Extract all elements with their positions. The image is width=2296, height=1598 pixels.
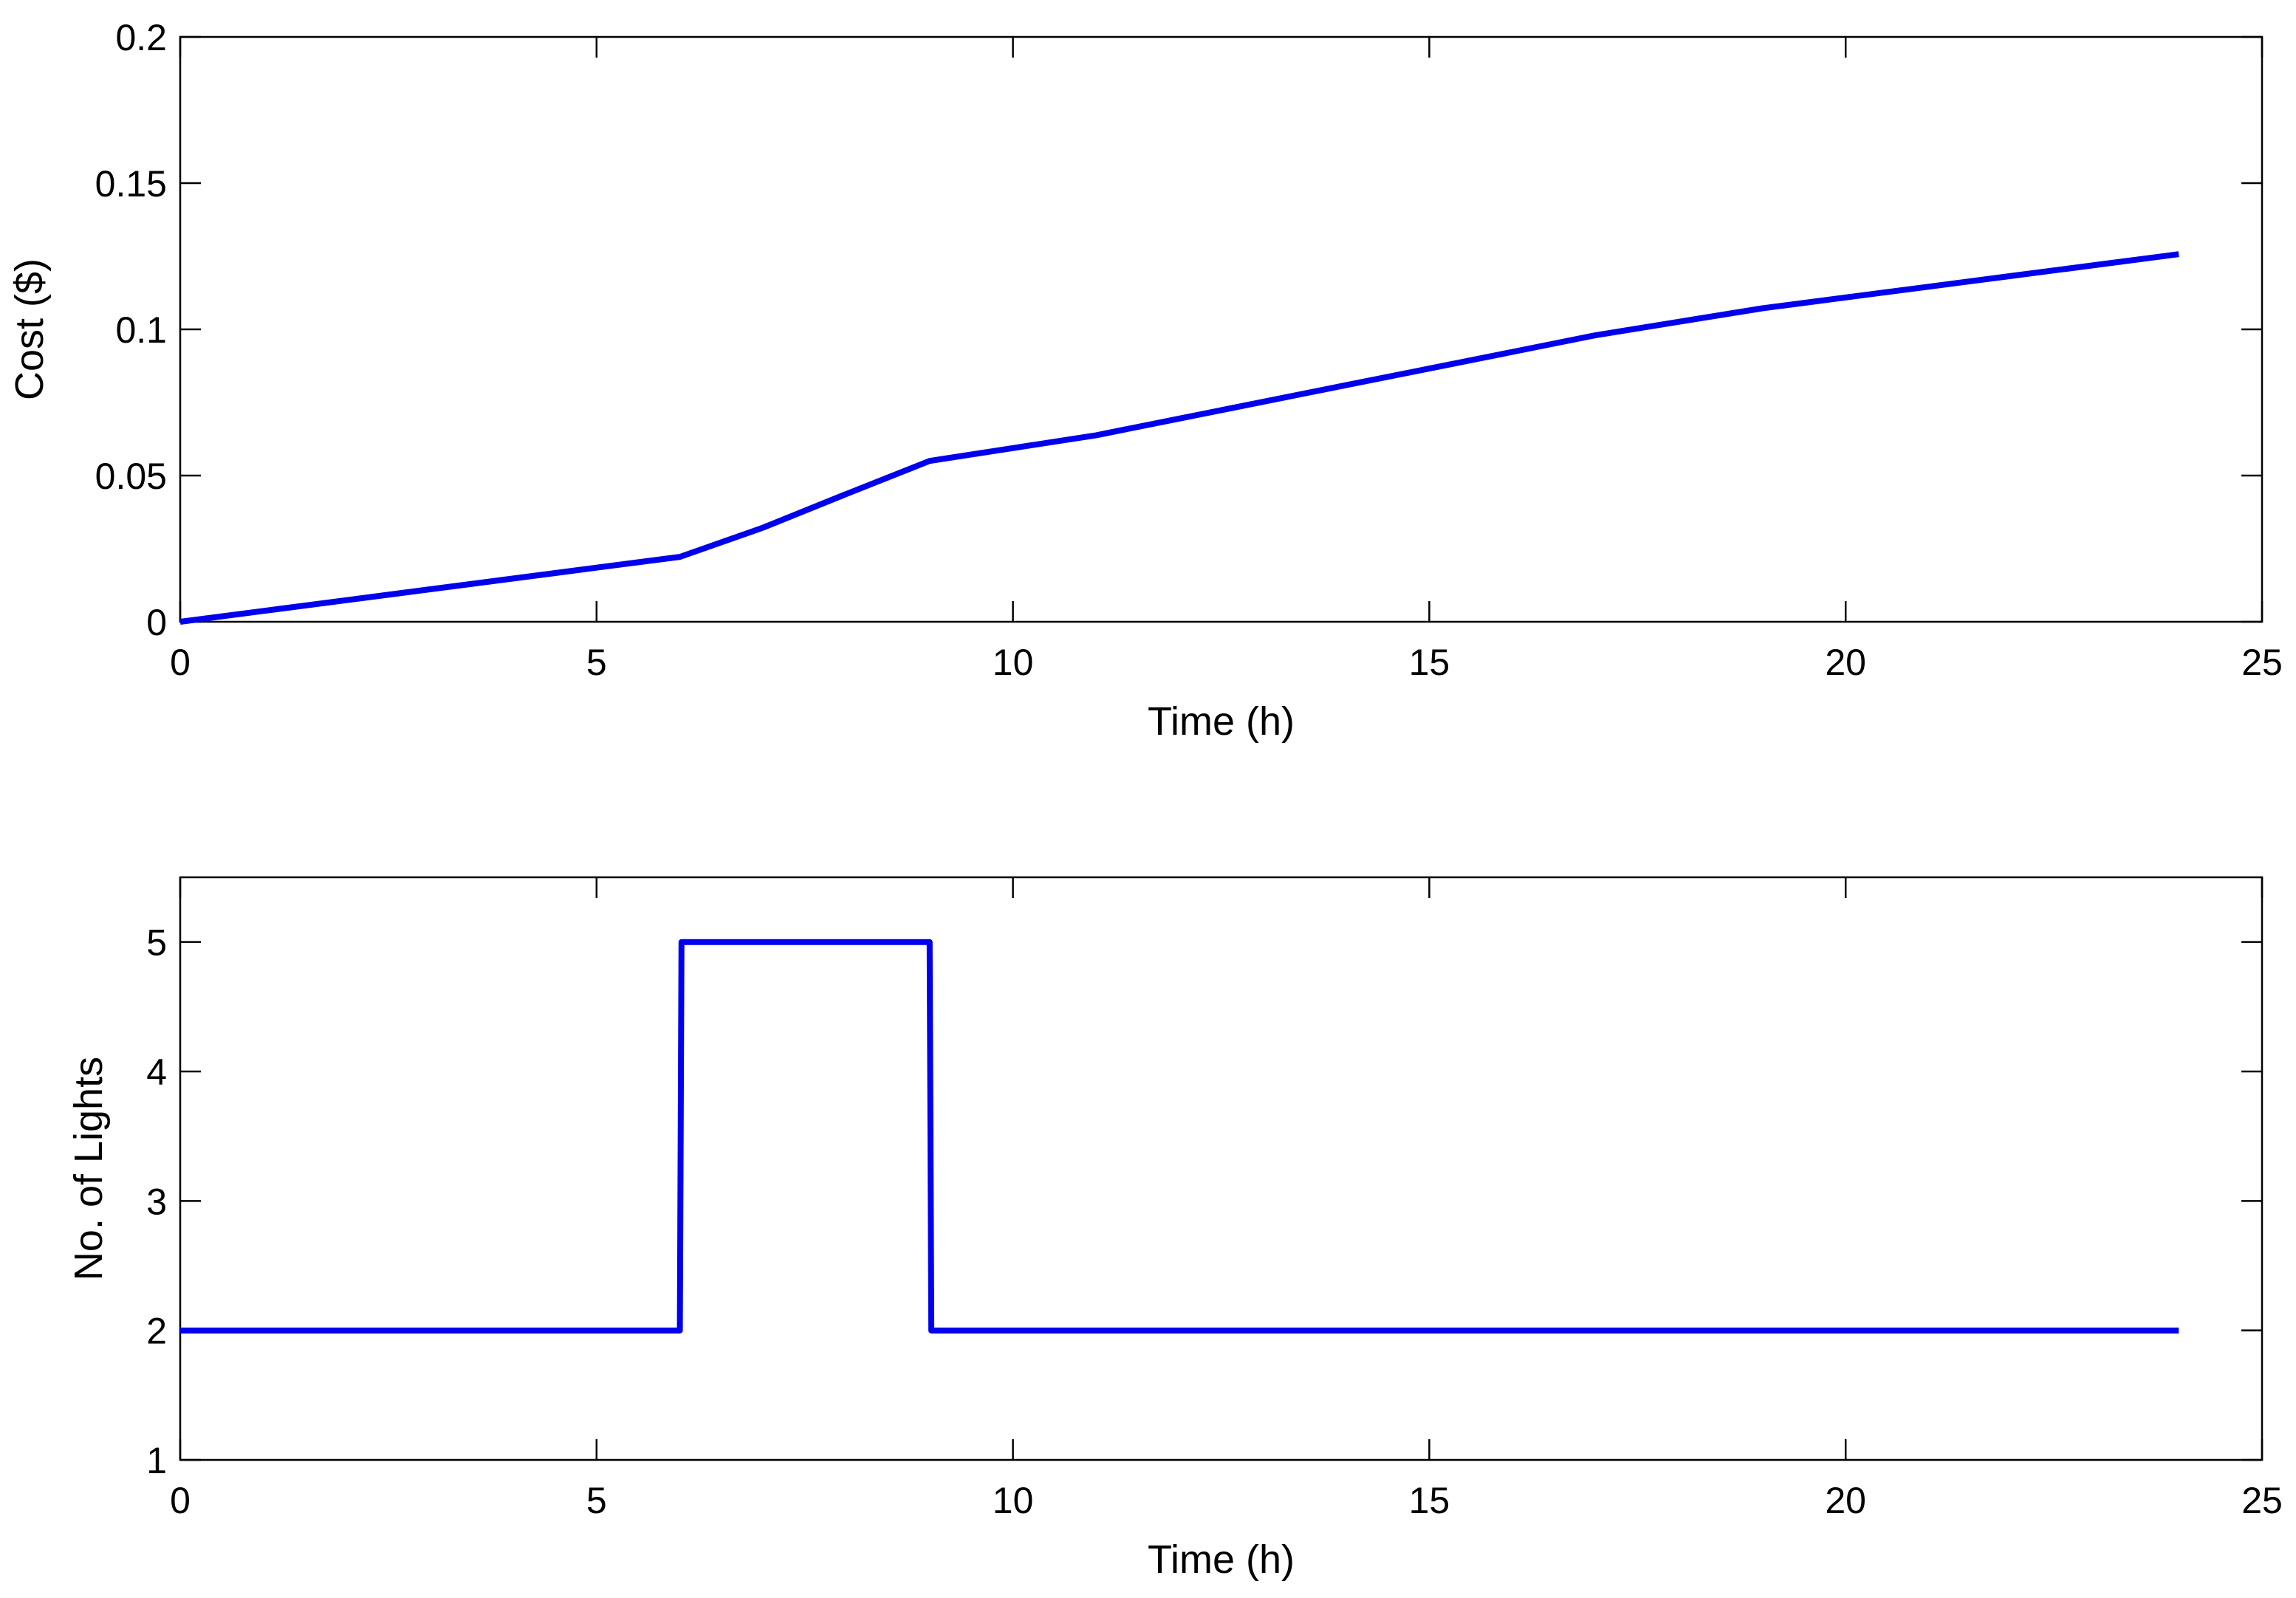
cost-y-axis-label: Cost ($) <box>7 258 52 400</box>
lights-y-tick-label: 3 <box>146 1181 167 1222</box>
cost-x-tick-label: 10 <box>993 642 1034 683</box>
cost-x-tick-label: 25 <box>2241 642 2283 683</box>
lights-x-axis-label: Time (h) <box>1148 1537 1295 1582</box>
lights-axes-frame <box>179 876 2264 1461</box>
cost-y-tick-label: 0.1 <box>115 309 167 351</box>
cost-axes-frame <box>179 35 2264 623</box>
lights-x-tick-label: 10 <box>993 1480 1034 1521</box>
lights-series-line <box>180 939 2179 1334</box>
cost-series-line <box>179 251 2179 625</box>
lights-panel: 0 5 10 15 20 25 1 2 3 4 5 Time (h) No. of Lights <box>66 876 2283 1582</box>
cost-panel: 0 5 10 15 20 25 0 0.05 0.1 0.15 0.2 Time (h) Cost ($… <box>7 17 2283 744</box>
lights-y-tick-label: 2 <box>146 1311 167 1352</box>
lights-x-tick-label: 0 <box>170 1480 191 1521</box>
cost-y-tick-label: 0.15 <box>95 163 167 205</box>
cost-x-tick-label: 20 <box>1825 642 1866 683</box>
lights-x-tick-label: 5 <box>586 1480 607 1521</box>
lights-y-tick-label: 5 <box>146 922 167 964</box>
cost-y-tick-label: 0.2 <box>115 17 167 58</box>
lights-y-axis-label: No. of Lights <box>66 1057 111 1280</box>
cost-x-axis-label: Time (h) <box>1148 699 1295 744</box>
lights-x-tick-label: 20 <box>1825 1480 1866 1521</box>
cost-x-tick-label: 15 <box>1409 642 1450 683</box>
lights-y-tick-label: 1 <box>146 1440 167 1481</box>
lights-y-tick-label: 4 <box>146 1052 167 1093</box>
cost-x-tick-label: 5 <box>586 642 607 683</box>
lights-x-tick-label: 15 <box>1409 1480 1450 1521</box>
cost-y-tick-label: 0.05 <box>95 456 167 497</box>
cost-x-tick-label: 0 <box>170 642 191 683</box>
cost-y-tick-label: 0 <box>146 602 167 643</box>
lights-x-tick-label: 25 <box>2241 1480 2283 1521</box>
